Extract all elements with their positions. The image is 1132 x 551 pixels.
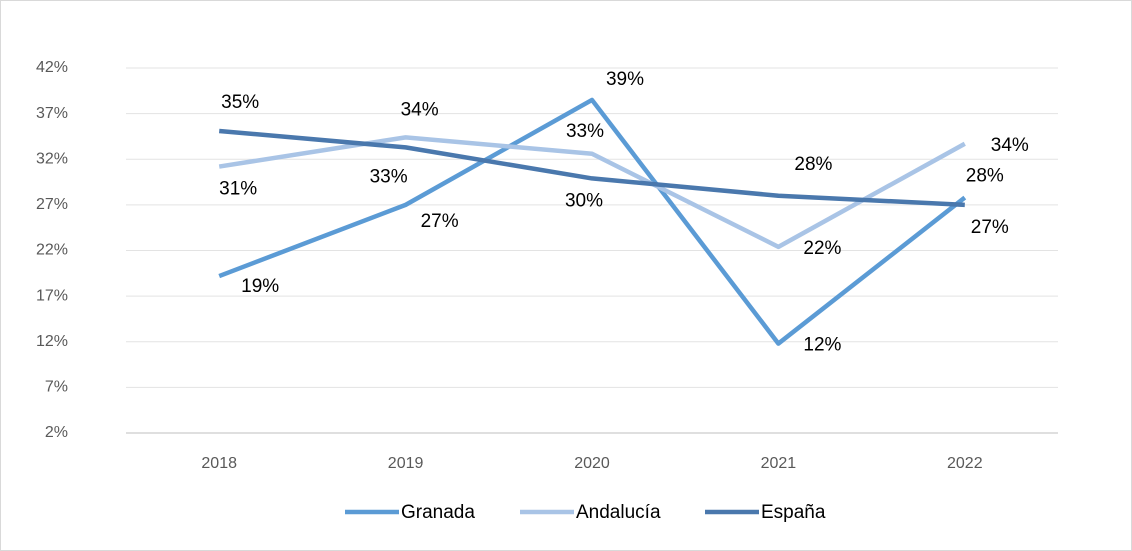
series-line xyxy=(219,128,965,208)
y-tick-label: 12% xyxy=(36,333,68,350)
data-label: 34% xyxy=(401,99,439,120)
data-label: 30% xyxy=(565,190,603,211)
y-tick-label: 37% xyxy=(36,105,68,122)
data-label: 35% xyxy=(221,92,259,113)
data-label: 19% xyxy=(241,276,279,297)
data-label: 22% xyxy=(803,238,841,259)
legend-label: Andalucía xyxy=(576,502,661,523)
x-tick-label: 2020 xyxy=(574,455,610,472)
data-label: 33% xyxy=(566,121,604,142)
legend-label: España xyxy=(761,502,826,523)
data-label: 28% xyxy=(794,154,832,175)
y-tick-label: 27% xyxy=(36,196,68,213)
y-tick-label: 2% xyxy=(45,424,68,441)
legend-label: Granada xyxy=(401,502,475,523)
x-tick-label: 2018 xyxy=(201,455,237,472)
data-label: 28% xyxy=(966,166,1004,187)
data-label: 12% xyxy=(803,335,841,356)
data-label: 31% xyxy=(219,179,257,200)
series-line xyxy=(218,135,966,250)
series-line xyxy=(218,97,967,346)
y-tick-label: 7% xyxy=(45,379,68,396)
data-label: 34% xyxy=(991,135,1029,156)
x-tick-label: 2022 xyxy=(947,455,983,472)
y-tick-label: 42% xyxy=(36,59,68,76)
y-tick-label: 32% xyxy=(36,150,68,167)
x-tick-label: 2021 xyxy=(761,455,797,472)
data-label: 27% xyxy=(421,211,459,232)
data-label: 33% xyxy=(370,166,408,187)
data-label: 27% xyxy=(971,217,1009,238)
x-tick-label: 2019 xyxy=(388,455,424,472)
y-tick-label: 22% xyxy=(36,242,68,259)
data-label: 39% xyxy=(606,69,644,90)
y-tick-label: 17% xyxy=(36,287,68,304)
